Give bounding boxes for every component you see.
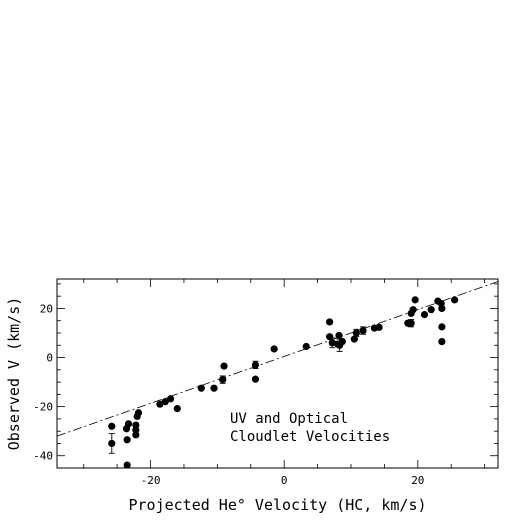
data-points — [108, 296, 459, 469]
data-point — [427, 306, 435, 314]
data-point — [108, 439, 116, 448]
x-tick-label: 0 — [281, 474, 288, 487]
data-point — [338, 337, 346, 346]
annotation-line-2: Cloudlet Velocities — [230, 429, 390, 445]
tick-labels: -20 0 20 -40 -20 0 20 — [33, 302, 424, 487]
data-point — [411, 296, 419, 304]
data-point — [420, 310, 429, 319]
y-tick-label: 0 — [46, 352, 53, 365]
data-point — [438, 337, 446, 346]
data-point — [123, 436, 131, 444]
data-point — [173, 405, 181, 413]
y-tick-label: 20 — [40, 302, 53, 315]
data-point — [161, 398, 169, 406]
data-point — [123, 461, 131, 469]
fit-line — [56, 281, 499, 437]
data-point — [219, 376, 227, 384]
y-axis-label: Observed V (km/s) — [5, 297, 23, 451]
data-point — [210, 384, 218, 392]
data-point — [251, 375, 260, 383]
data-point — [326, 318, 334, 326]
data-point — [197, 384, 205, 392]
data-point — [438, 323, 446, 331]
x-tick-label: 20 — [411, 474, 424, 487]
plot-frame — [56, 278, 499, 469]
data-point — [438, 304, 446, 313]
data-point — [352, 329, 360, 337]
x-tick-label: -20 — [141, 474, 161, 487]
x-axis-label: Projected He° Velocity (HC, km/s) — [128, 496, 426, 514]
data-point — [375, 323, 383, 331]
data-point — [108, 422, 116, 430]
y-tick-label: -40 — [33, 450, 53, 463]
data-point — [350, 335, 358, 343]
y-tick-label: -20 — [33, 401, 53, 414]
data-point — [326, 333, 334, 341]
data-point — [270, 345, 278, 353]
data-point — [335, 331, 343, 340]
annotation-line-1: UV and Optical — [230, 411, 348, 427]
data-point — [407, 319, 415, 327]
data-point — [156, 400, 164, 408]
data-point — [220, 362, 228, 370]
data-point — [409, 306, 417, 314]
data-point — [359, 326, 367, 335]
data-point — [134, 409, 143, 417]
data-point — [302, 342, 310, 351]
data-point — [166, 395, 175, 403]
data-point — [450, 296, 459, 304]
axis-ticks — [57, 279, 498, 469]
data-point — [124, 420, 133, 428]
data-point — [251, 361, 260, 369]
data-point — [132, 421, 140, 429]
